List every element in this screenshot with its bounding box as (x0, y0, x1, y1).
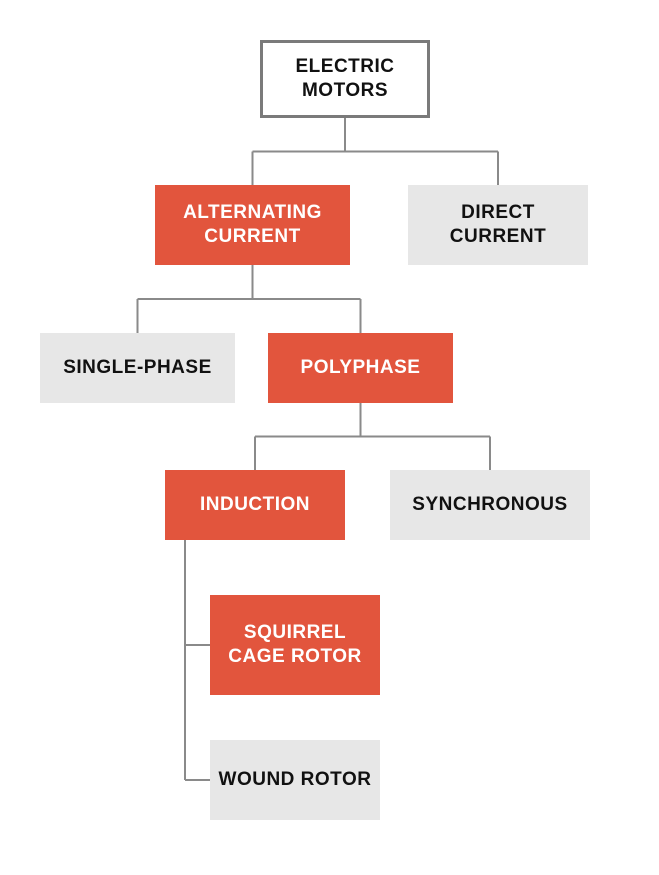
node-induction: INDUCTION (165, 470, 345, 540)
node-dc: DIRECT CURRENT (408, 185, 588, 265)
node-label-ac: ALTERNATING CURRENT (155, 201, 350, 249)
node-wound: WOUND ROTOR (210, 740, 380, 820)
node-root: ELECTRIC MOTORS (260, 40, 430, 118)
node-poly: POLYPHASE (268, 333, 453, 403)
node-label-poly: POLYPHASE (293, 356, 429, 380)
node-sync: SYNCHRONOUS (390, 470, 590, 540)
node-ac: ALTERNATING CURRENT (155, 185, 350, 265)
node-label-squirrel: SQUIRREL CAGE ROTOR (210, 621, 380, 669)
node-label-dc: DIRECT CURRENT (408, 201, 588, 249)
node-label-root: ELECTRIC MOTORS (263, 55, 427, 103)
node-label-wound: WOUND ROTOR (211, 768, 380, 792)
node-squirrel: SQUIRREL CAGE ROTOR (210, 595, 380, 695)
node-label-induction: INDUCTION (192, 493, 318, 517)
node-single: SINGLE-PHASE (40, 333, 235, 403)
node-label-sync: SYNCHRONOUS (404, 493, 575, 517)
node-label-single: SINGLE-PHASE (55, 356, 220, 380)
